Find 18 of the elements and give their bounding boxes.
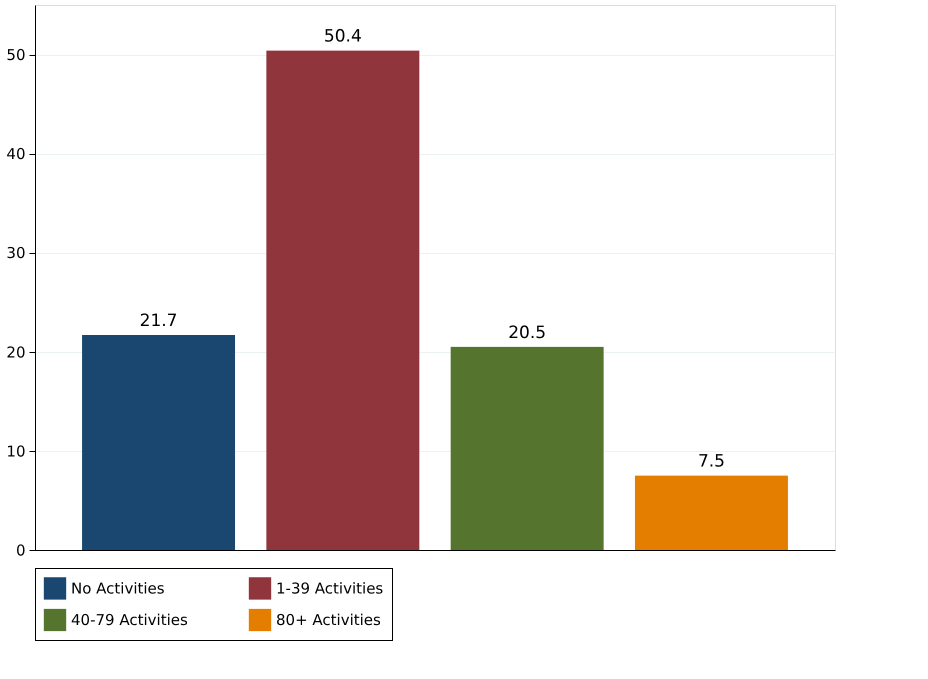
y-tick-label: 40 (6, 145, 26, 164)
data-label: 20.5 (508, 322, 546, 343)
bar (634, 476, 788, 550)
data-label: 50.4 (324, 26, 362, 47)
bar (82, 334, 236, 550)
y-tick-label: 10 (6, 442, 26, 460)
y-tick-label: 30 (6, 244, 26, 262)
y-tick-label: 20 (6, 343, 26, 362)
legend-label: 80+ Activities (276, 611, 382, 629)
bar (266, 50, 420, 550)
legend-label: 40-79 Activities (71, 611, 188, 629)
bar (450, 346, 604, 550)
y-tick-label: 50 (6, 46, 26, 64)
legend-label: 1-39 Activities (276, 579, 384, 598)
legend-label: No Activities (71, 579, 165, 598)
y-tick-label: 0 (16, 542, 26, 560)
data-label: 7.5 (698, 452, 725, 472)
data-label: 21.7 (140, 310, 178, 331)
